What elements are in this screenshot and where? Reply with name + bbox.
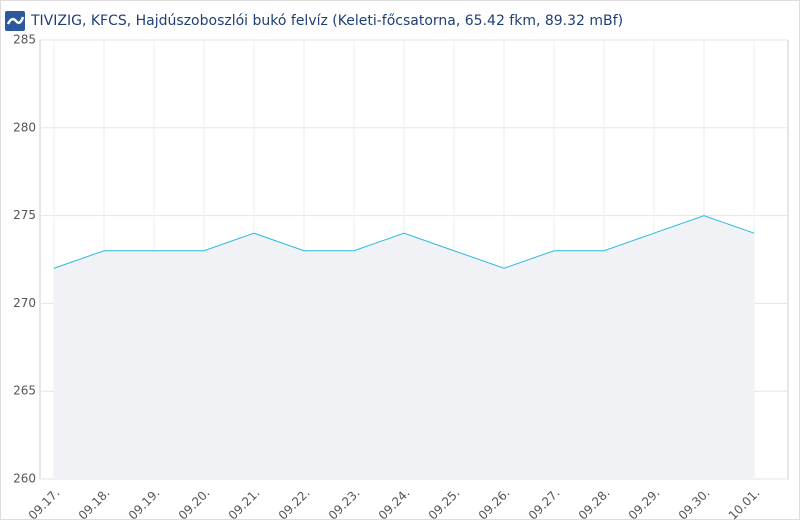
series-line [53,215,755,269]
area-fill [54,215,754,479]
y-tick-label: 265 [13,384,36,398]
y-tick-label: 260 [13,472,36,486]
chart-title: TIVIZIG, KFCS, Hajdúszoboszlói bukó felv… [30,13,623,29]
y-tick-label: 285 [13,33,36,47]
logo [5,11,25,31]
y-tick-label: 270 [13,296,36,310]
y-tick-label: 280 [13,120,36,134]
y-tick-label: 275 [13,208,36,222]
